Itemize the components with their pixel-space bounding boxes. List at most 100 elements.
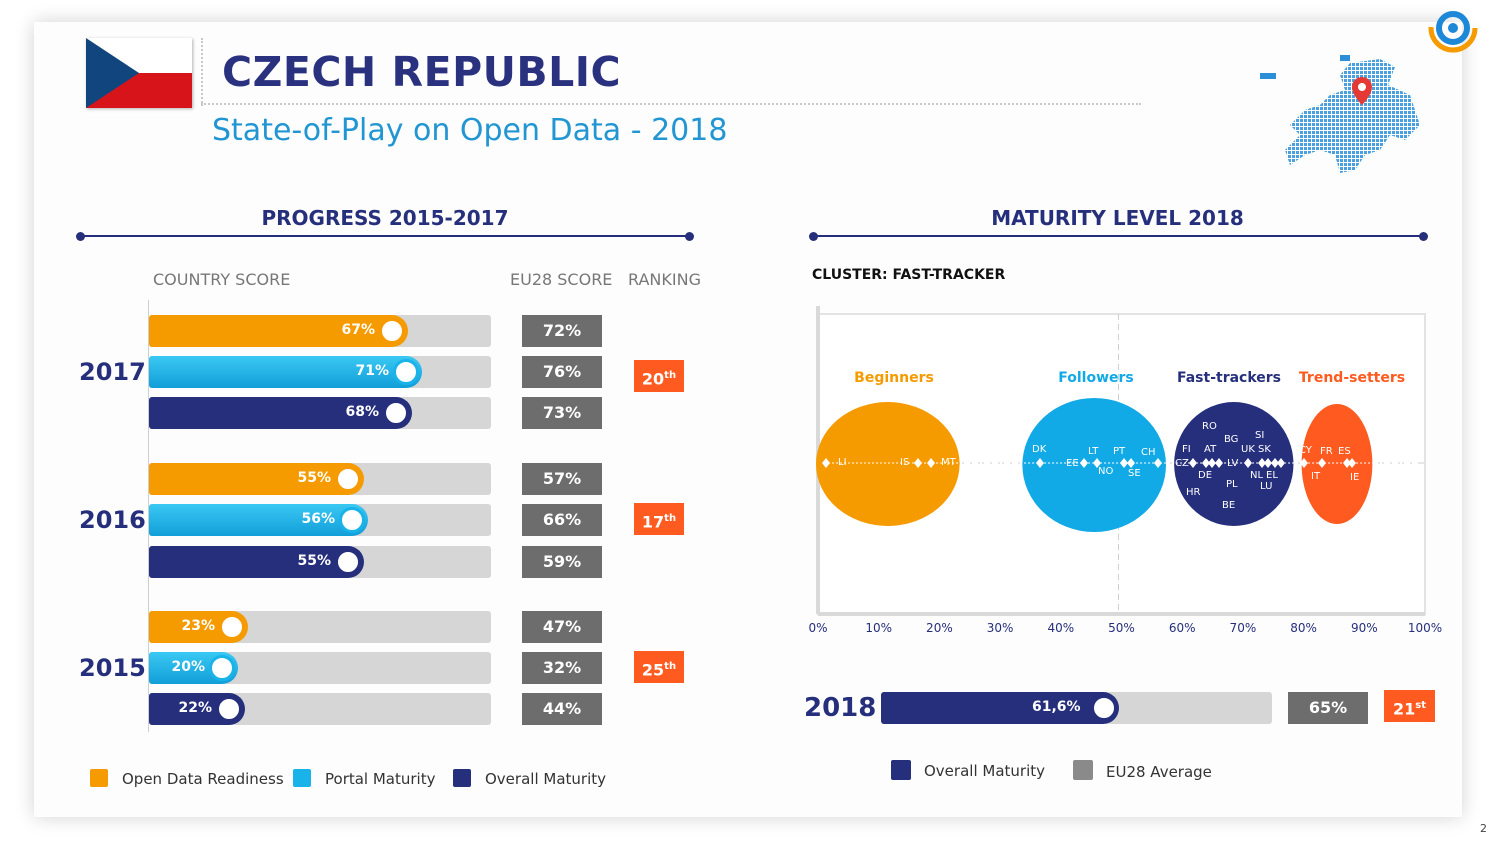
country-code-dk: DK: [1032, 444, 1047, 455]
country-marker: [1271, 458, 1279, 468]
eu28-score-2016-portal: 66%: [522, 504, 602, 536]
bar-knob-2015-readiness: [219, 614, 245, 640]
maturity-section-line: [813, 235, 1425, 237]
bar-track-2016-overall: 55%: [149, 546, 491, 578]
maturity-rank-num: 21: [1393, 699, 1416, 719]
group-label-followers: Followers: [1058, 370, 1134, 386]
country-marker: [1348, 458, 1356, 468]
eu28-score-2016-overall: 59%: [522, 546, 602, 578]
eu28-score-2017-portal: 76%: [522, 356, 602, 388]
group-label-beginners: Beginners: [854, 370, 934, 386]
country-code-mt: MT: [941, 457, 956, 468]
bar-value-2016-portal: 56%: [301, 511, 335, 527]
cluster-label: CLUSTER: FAST-TRACKER: [812, 267, 1006, 283]
header-divider: [201, 38, 203, 106]
country-marker: [1154, 458, 1162, 468]
country-marker: [1127, 458, 1135, 468]
maturity-2018-knob: [1091, 695, 1117, 721]
rank-num-2015: 25: [641, 660, 665, 680]
country-score-header: COUNTRY SCORE: [153, 270, 291, 289]
legend-label-readiness: Open Data Readiness: [122, 770, 284, 788]
country-code-at: AT: [1204, 444, 1217, 455]
czech-flag-icon: [86, 38, 192, 108]
country-marker: [1120, 458, 1128, 468]
country-marker: [914, 458, 922, 468]
country-marker: [1258, 458, 1266, 468]
bar-value-2017-overall: 68%: [345, 404, 379, 420]
x-tick-label: 90%: [1350, 621, 1378, 635]
country-code-el: EL: [1266, 470, 1278, 481]
country-code-ch: CH: [1141, 447, 1156, 458]
x-tick-label: 30%: [986, 621, 1014, 635]
country-code-de: DE: [1198, 470, 1213, 481]
x-tick-label: 20%: [926, 621, 953, 635]
country-code-lu: LU: [1260, 481, 1273, 492]
maturity-rank-badge: 21st: [1384, 690, 1435, 722]
country-marker: [1189, 458, 1197, 468]
country-code-bg: BG: [1224, 434, 1239, 445]
bar-track-2017-overall: 68%: [149, 397, 491, 429]
cluster-trend-setters: [1301, 404, 1373, 524]
cluster-beginners: [816, 402, 960, 526]
bar-2017-portal: [149, 356, 422, 388]
country-marker: [927, 458, 935, 468]
country-code-lt: LT: [1088, 446, 1099, 457]
rank-num-2016: 17: [641, 512, 665, 532]
group-label-fast-trackers: Fast-trackers: [1176, 370, 1282, 386]
legend-label-overall-maturity: Overall Maturity: [924, 762, 1045, 780]
country-code-cy: CY: [1299, 445, 1312, 456]
page-number: 2: [1480, 822, 1487, 835]
x-tick-label: 70%: [1229, 621, 1257, 635]
x-tick-label: 80%: [1290, 621, 1317, 635]
legend-label-eu-average: EU28 Average: [1106, 763, 1212, 781]
cluster-followers: [1022, 398, 1166, 532]
bar-track-2015-readiness: 23%: [149, 611, 491, 643]
country-code-hr: HR: [1186, 487, 1201, 498]
country-code-ie: IE: [1350, 472, 1360, 483]
bar-value-2017-readiness: 67%: [341, 322, 375, 338]
rank-num-2017: 20: [641, 369, 665, 389]
maturity-year: 2018: [804, 693, 877, 723]
maturity-2018-track: 61,6%: [881, 692, 1272, 724]
bar-value-2017-portal: 71%: [355, 363, 389, 379]
bar-2017-overall: [149, 397, 412, 429]
country-marker: [1264, 458, 1272, 468]
rank-suffix-2017: th: [664, 370, 677, 381]
country-code-fi: FI: [1182, 444, 1191, 455]
legend-label-portal: Portal Maturity: [325, 770, 436, 788]
country-code-pt: PT: [1113, 446, 1126, 457]
legend-swatch-overall: [453, 769, 471, 787]
bar-knob-2016-portal: [339, 507, 365, 533]
country-code-sk: SK: [1258, 444, 1271, 455]
eu28-score-2017-readiness: 72%: [522, 315, 602, 347]
legend-label-overall: Overall Maturity: [485, 770, 606, 788]
country-code-fr: FR: [1320, 446, 1333, 457]
bar-track-2016-portal: 56%: [149, 504, 491, 536]
maturity-line-end: [1419, 232, 1428, 241]
eu28-score-2017-overall: 73%: [522, 397, 602, 429]
rank-badge-2016: 17th: [634, 503, 684, 535]
eu28-score-2016-readiness: 57%: [522, 463, 602, 495]
eu28-score-header: EU28 SCORE: [510, 270, 613, 289]
bar-track-2016-readiness: 55%: [149, 463, 491, 495]
rank-badge-2017: 20th: [634, 360, 684, 392]
bar-track-2015-overall: 22%: [149, 693, 491, 725]
country-marker: [1202, 458, 1210, 468]
legend-swatch-readiness: [90, 769, 108, 787]
country-code-nl: NL: [1250, 470, 1264, 481]
country-code-be: BE: [1222, 500, 1236, 511]
legend-swatch-overall-maturity: [891, 760, 911, 780]
country-marker: [1244, 458, 1252, 468]
country-marker: [1300, 458, 1308, 468]
x-tick-label: 0%: [808, 621, 828, 635]
eu28-score-2015-readiness: 47%: [522, 611, 602, 643]
bar-value-2015-overall: 22%: [178, 700, 212, 716]
bar-value-2016-overall: 55%: [297, 553, 331, 569]
country-marker: [1215, 458, 1223, 468]
bar-knob-2017-overall: [383, 400, 409, 426]
country-code-ee: EE: [1066, 458, 1079, 469]
bar-track-2017-portal: 71%: [149, 356, 491, 388]
progress-axis-line: [148, 300, 149, 732]
maturity-rank-suffix: st: [1415, 700, 1426, 711]
year-label-2017: 2017: [79, 358, 146, 386]
